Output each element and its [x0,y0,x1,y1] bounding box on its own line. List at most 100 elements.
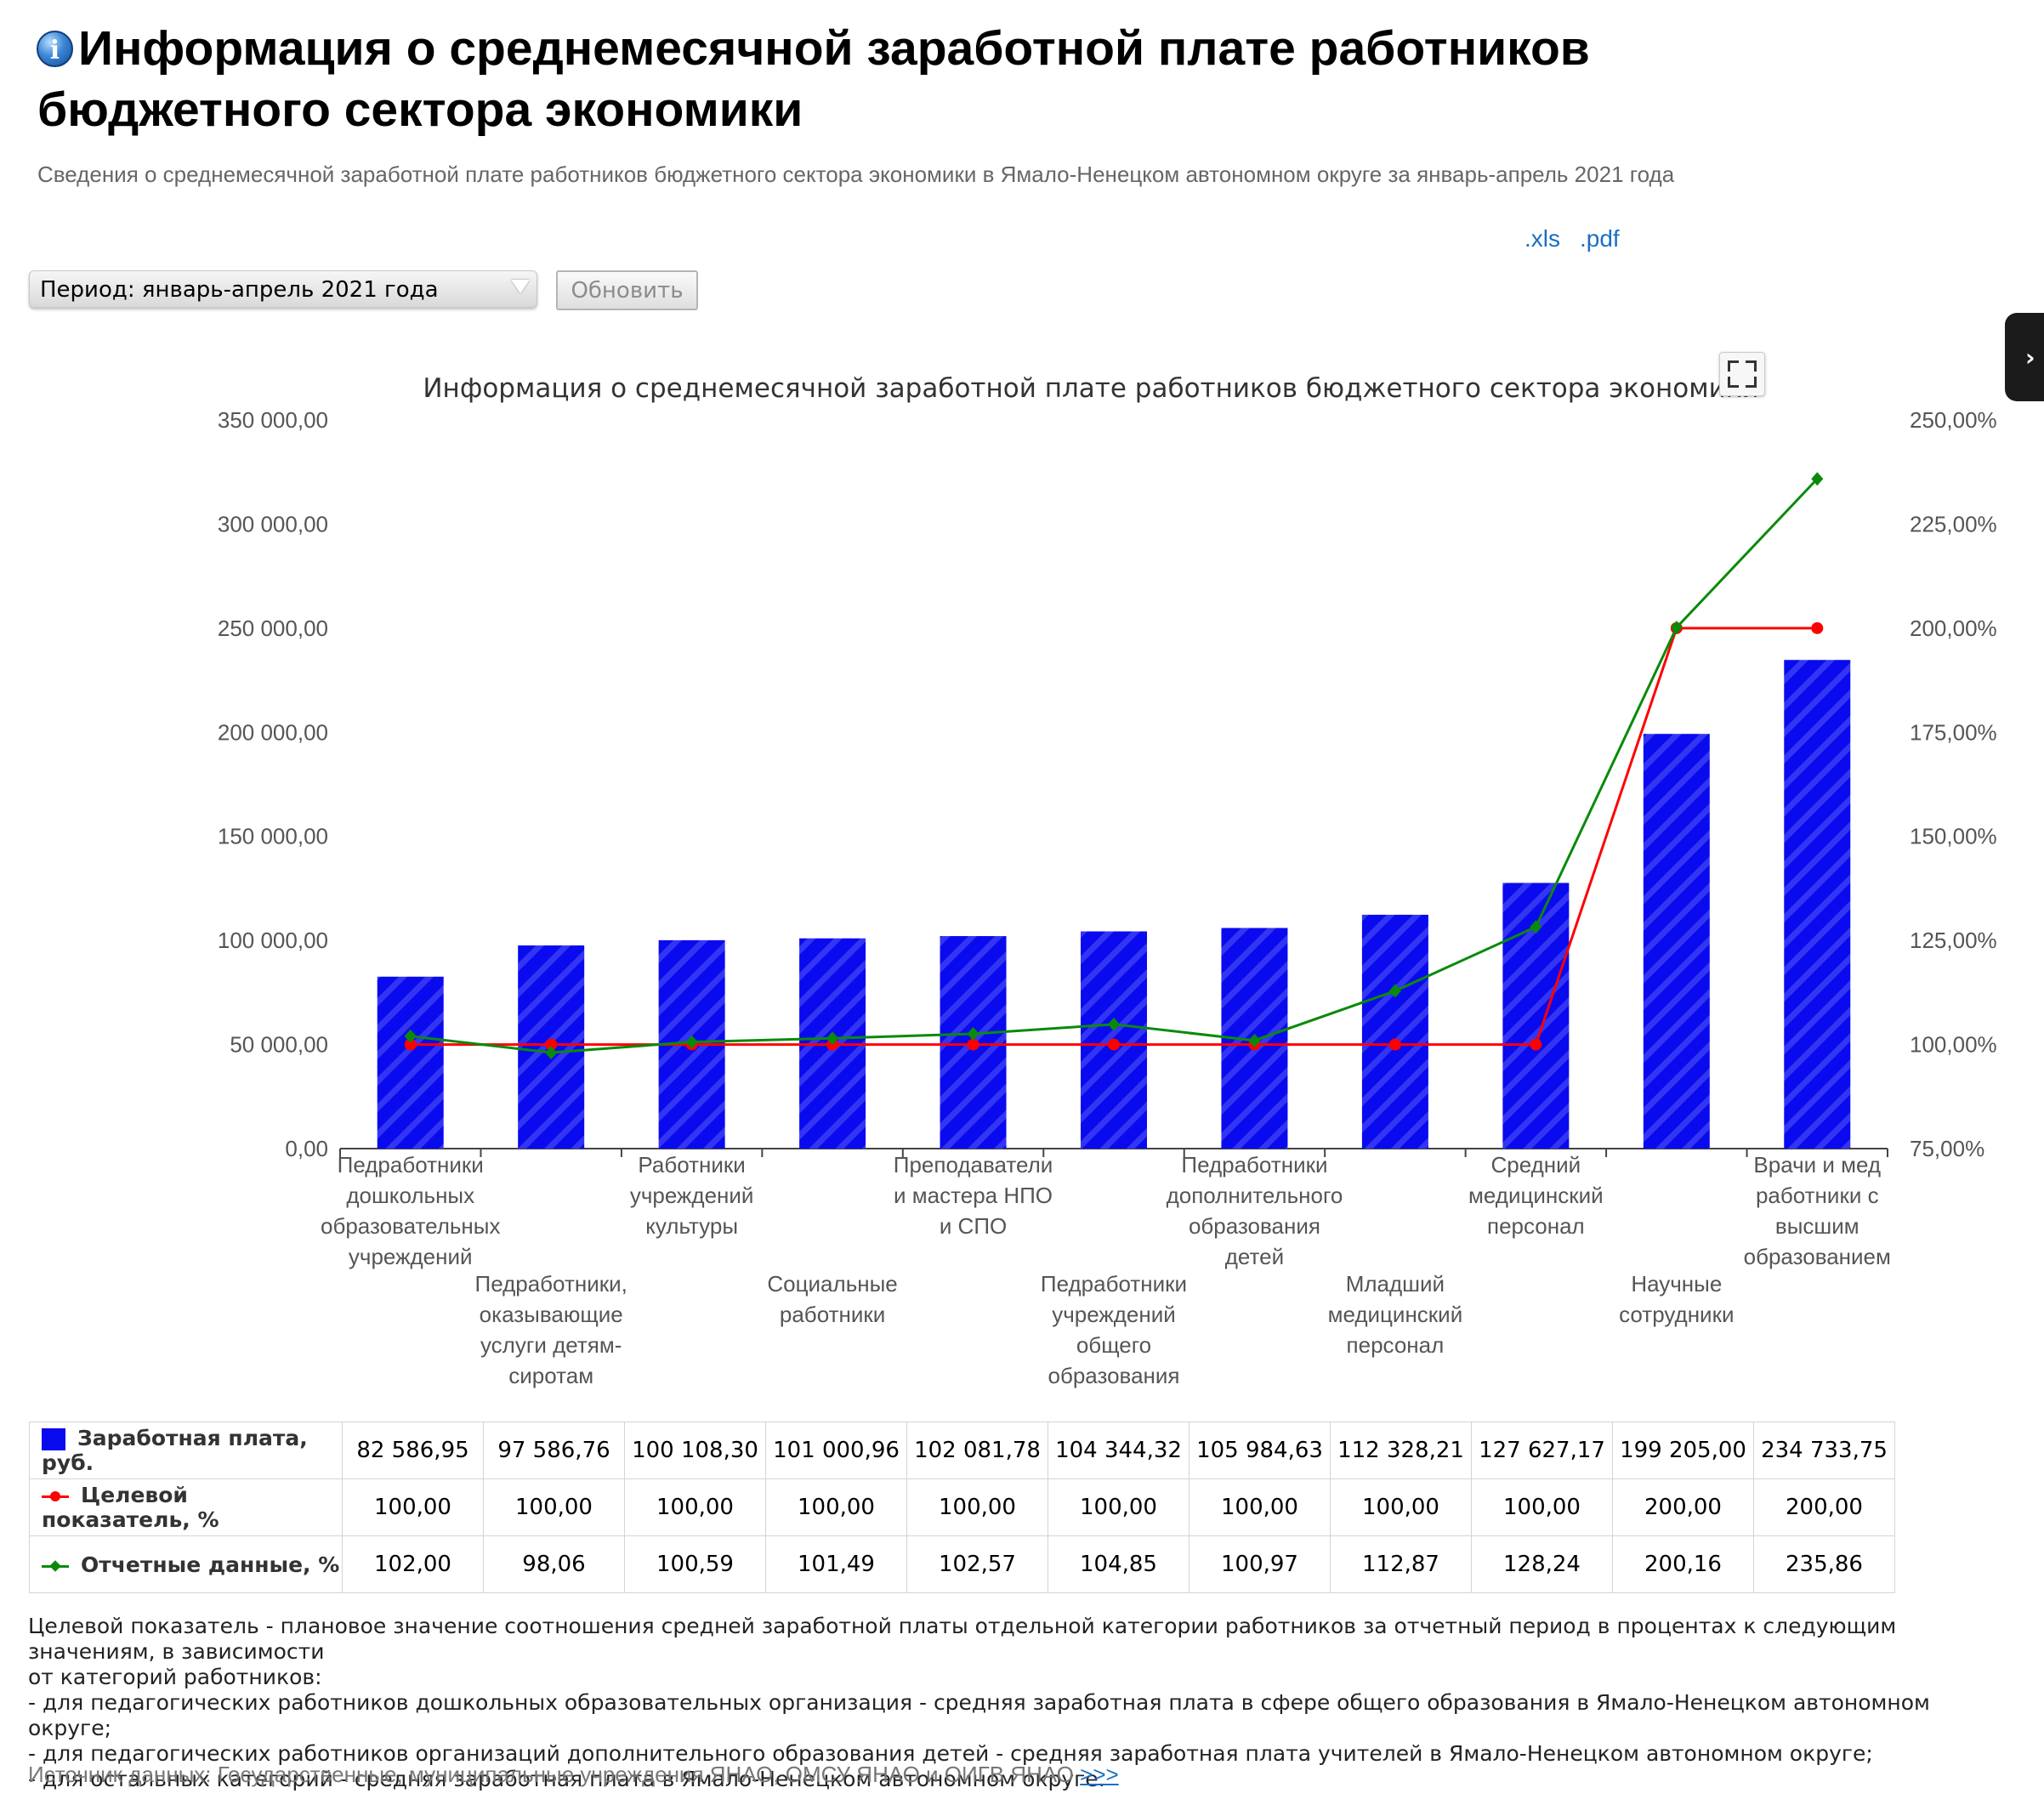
series-point [1811,472,1824,486]
y-right-tick-label: 225,00% [1910,511,1997,536]
y-left-tick-label: 350 000,00 [218,407,328,433]
table-cell: 101 000,96 [765,1422,907,1479]
x-tick-label: Врачи и мед [1753,1152,1881,1178]
page-title-line2: бюджетного сектора экономики [37,82,803,137]
table-cell: 234 733,75 [1753,1422,1895,1479]
x-tick-label: учреждений [349,1244,473,1269]
x-tick-label: Педработники [1181,1152,1327,1178]
table-cell: 199 205,00 [1612,1422,1754,1479]
table-cell: 100,00 [342,1478,484,1536]
x-tick-label: Педработники [338,1152,484,1178]
x-tick-label: медицинский [1468,1183,1604,1208]
x-tick-label: детей [1225,1244,1284,1269]
series-point [1670,621,1683,635]
y-right-tick-label: 250,00% [1910,407,1997,433]
page-title-line1: Информация о среднемесячной заработной п… [78,21,1590,76]
legend-cell: Отчетные данные, % [29,1535,343,1593]
x-tick-label: Педработники [1041,1271,1187,1297]
x-tick-label: Средний [1491,1152,1581,1178]
table-cell: 98,06 [483,1535,625,1593]
x-tick-label: образования [1189,1213,1320,1239]
series-point [1530,1038,1542,1051]
legend-cell: Заработная плата, руб. [29,1422,343,1479]
table-cell: 128,24 [1471,1535,1613,1593]
table-cell: 100,00 [1330,1478,1472,1536]
series-point [1108,1017,1120,1031]
table-cell: 100,00 [483,1478,625,1536]
x-tick-label: персонал [1347,1332,1445,1358]
legend-label: Отчетные данные, % [81,1552,340,1577]
series-point [826,1031,839,1046]
side-tab-glyph: › [2025,343,2035,372]
table-cell: 235,86 [1753,1535,1895,1593]
legend-swatch [42,1428,65,1450]
fullscreen-icon[interactable] [1719,352,1765,396]
period-select-value: Период: январь-апрель 2021 года [40,277,439,303]
bar [1643,734,1710,1149]
series-point [1811,621,1824,634]
y-left-tick-label: 250 000,00 [218,616,328,641]
download-xls-link[interactable]: .xls [1524,225,1560,252]
table-cell: 104,85 [1048,1535,1189,1593]
x-tick-label: оказывающие [480,1302,623,1327]
footnote-line: от категорий работников: [28,1665,322,1689]
table-cell: 100,97 [1189,1535,1331,1593]
x-tick-label: образования [1048,1363,1179,1388]
x-tick-label: культуры [645,1213,738,1239]
x-tick-label: услуги детям- [480,1332,622,1358]
chart: Информация о среднемесячной заработной п… [218,373,1997,1388]
x-tick-label: Научные [1631,1271,1722,1297]
y-right-tick-label: 125,00% [1910,928,1997,953]
legend-label: Целевой показатель, % [42,1483,219,1532]
x-tick-label: сотрудники [1619,1302,1734,1327]
series-point [545,1046,558,1060]
table-cell: 100,00 [765,1478,907,1536]
table-cell: 104 344,32 [1048,1422,1189,1479]
series-point [404,1038,417,1051]
table-cell: 100,00 [1471,1478,1613,1536]
download-pdf-link[interactable]: .pdf [1580,225,1620,252]
table-cell: 102,00 [342,1535,484,1593]
x-tick-label: сиротам [508,1363,593,1388]
y-right-tick-label: 150,00% [1910,824,1997,849]
table-cell: 100,59 [624,1535,766,1593]
table-cell: 127 627,17 [1471,1422,1613,1479]
table-cell: 82 586,95 [342,1422,484,1479]
table-cell: 200,16 [1612,1535,1754,1593]
x-tick-label: и мастера НПО [894,1183,1053,1208]
y-left-tick-label: 200 000,00 [218,719,328,745]
legend-cell: Целевой показатель, % [29,1478,343,1536]
y-left-tick-label: 300 000,00 [218,511,328,536]
x-tick-label: учреждений [1052,1302,1176,1327]
series-point [1108,1038,1120,1051]
x-tick-label: Педработники, [475,1271,627,1297]
refresh-button[interactable]: Обновить [556,270,698,310]
x-tick-label: и СПО [940,1213,1007,1239]
footnote-line: - для остальных категорий - средняя зара… [28,1767,1105,1791]
series-point [1388,1038,1401,1051]
footnote-line: - для педагогических работников дошкольн… [28,1690,1930,1740]
side-panel-tab[interactable]: › [2005,313,2044,401]
series-point [1248,1033,1261,1047]
y-left-tick-label: 150 000,00 [218,824,328,849]
table-row: Отчетные данные, % 102,00 98,06 100,59 101,4… [29,1535,1895,1593]
source-text: Источник данных: Государственные, муници… [28,1762,1074,1787]
x-tick-label: дошкольных [346,1183,474,1208]
period-select[interactable]: Период: январь-апрель 2021 года [29,270,537,308]
table-cell: 100 108,30 [624,1422,766,1479]
y-right-tick-label: 75,00% [1910,1136,1984,1161]
source-note: Источник данных: Государственные, муници… [28,1762,1119,1788]
x-tick-label: работники с [1756,1183,1879,1208]
source-link[interactable]: >>> [1080,1762,1119,1787]
table-cell: 200,00 [1612,1478,1754,1536]
page-subtitle: Сведения о среднемесячной заработной пла… [37,162,1675,187]
x-tick-label: высшим [1775,1213,1859,1239]
y-left-tick-label: 50 000,00 [230,1032,328,1058]
y-right-tick-label: 100,00% [1910,1032,1997,1058]
bar [1361,914,1428,1149]
series-point [1388,984,1401,998]
info-icon: i [37,31,73,67]
x-tick-label: образованием [1744,1244,1891,1269]
table-cell: 100,00 [1048,1478,1189,1536]
